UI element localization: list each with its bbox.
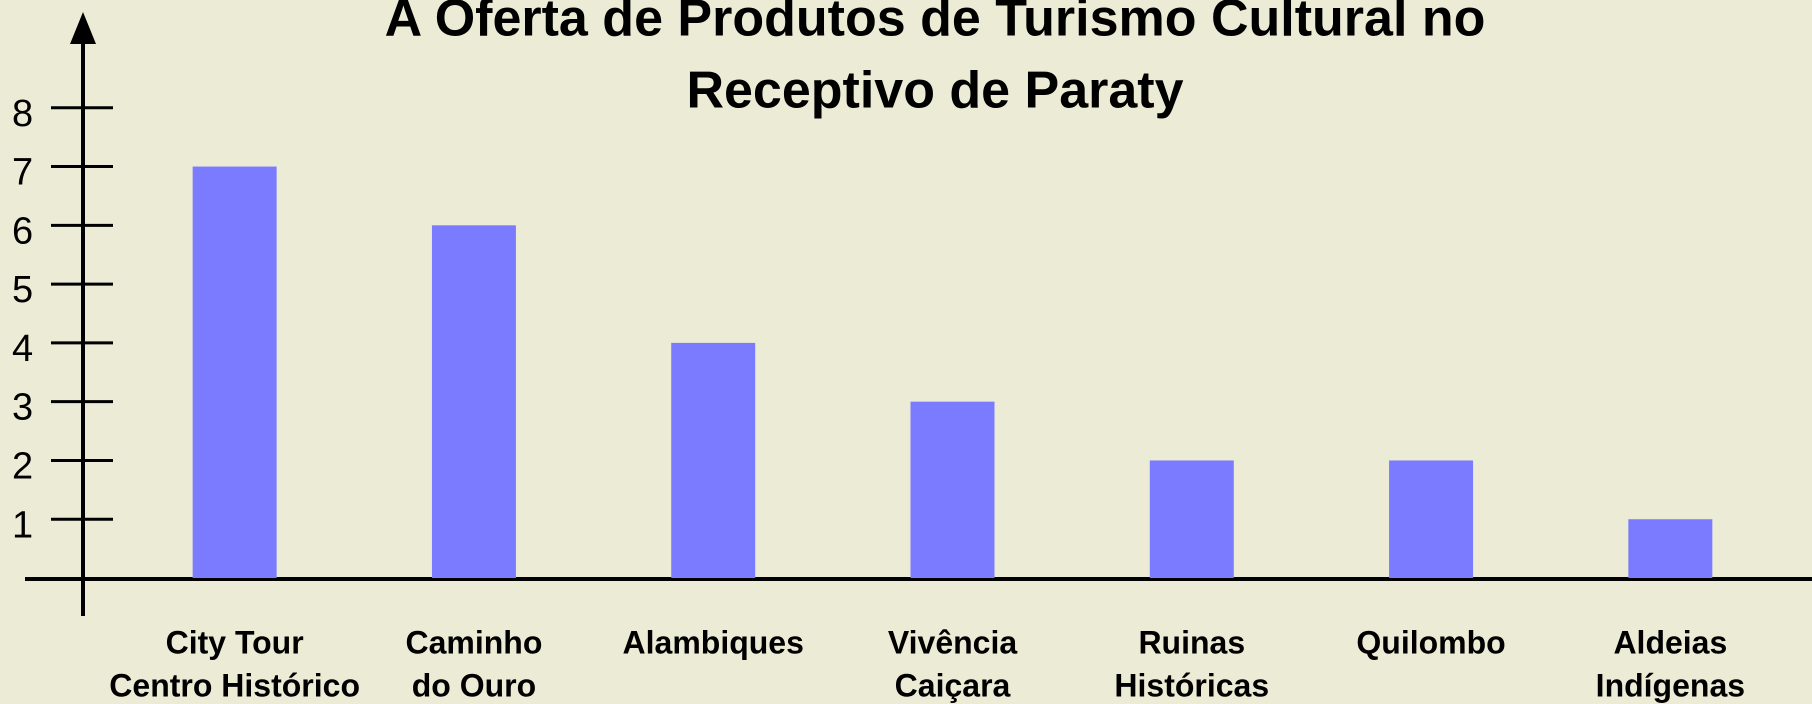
x-tick-label: Quilombo [1356,624,1505,660]
y-tick-label: 5 [12,269,33,311]
bar [1389,460,1474,578]
x-tick-label: Vivência [888,624,1017,660]
x-tick-label: Ruinas [1138,624,1245,660]
y-tick-label: 1 [12,504,33,546]
x-tick-label: Indígenas [1596,667,1745,703]
x-tick-label: Caiçara [895,667,1011,703]
y-axis-arrow [70,12,96,44]
y-tick-label: 2 [12,445,33,487]
x-tick-label: Históricas [1114,667,1269,703]
bar [1149,460,1234,578]
chart-title: Receptivo de Paraty [686,62,1183,120]
x-tick-label: do Ouro [412,667,536,703]
y-tick-label: 3 [12,387,33,429]
bar [1628,519,1713,578]
y-tick-label: 6 [12,210,33,252]
x-tick-label: Alambiques [623,624,804,660]
bar [431,225,516,579]
chart-title: A Oferta de Produtos de Turismo Cultural… [385,0,1486,48]
bar [910,401,995,578]
x-tick-label: Aldeias [1613,624,1727,660]
x-tick-label: Centro Histórico [109,667,360,703]
x-tick-label: Caminho [405,624,542,660]
bar [192,166,277,579]
y-tick-label: 8 [12,93,33,135]
bar [671,342,756,578]
y-tick-label: 7 [12,152,33,194]
y-tick-label: 4 [12,328,33,370]
x-tick-label: City Tour [166,624,304,660]
